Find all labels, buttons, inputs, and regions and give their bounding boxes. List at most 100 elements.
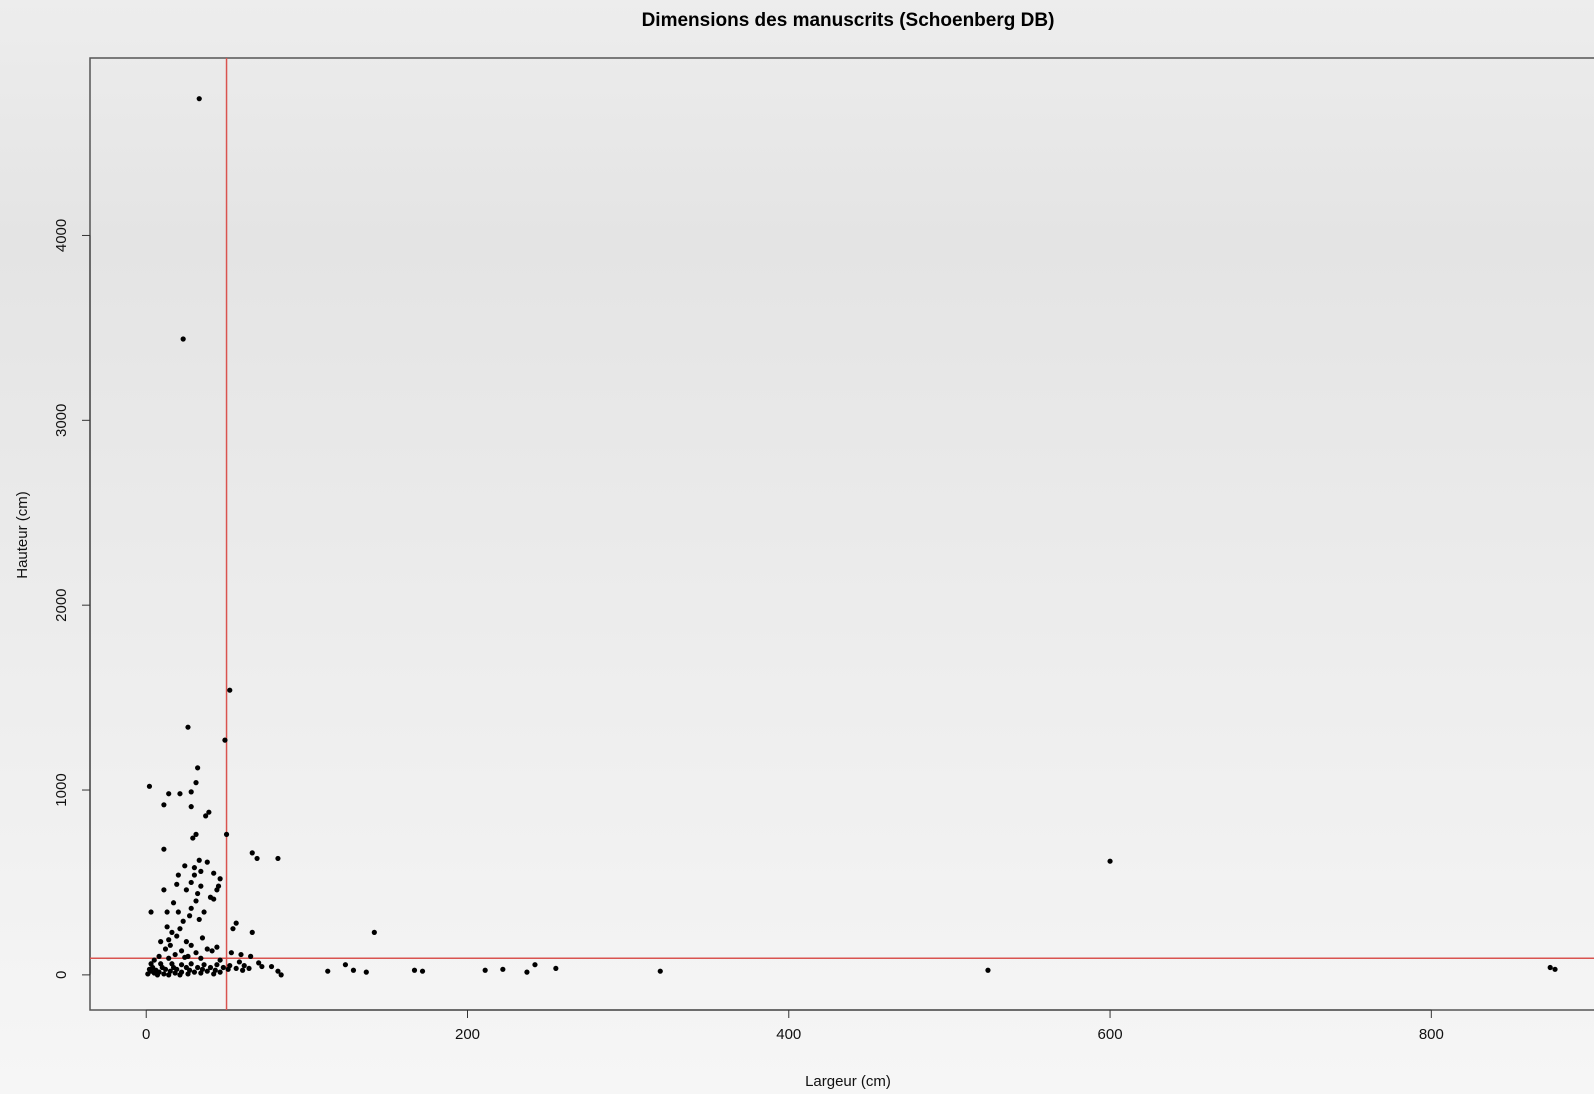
data-point <box>201 909 207 915</box>
data-point <box>201 962 207 968</box>
data-point <box>411 967 418 973</box>
data-point <box>217 876 223 882</box>
data-point <box>196 857 202 863</box>
data-point <box>657 968 663 974</box>
data-point <box>342 962 349 968</box>
data-point <box>172 951 178 958</box>
data-point <box>238 951 244 958</box>
y-axis: 0 1000 2000 3000 4000 <box>53 219 91 979</box>
data-point <box>195 765 201 771</box>
y-tick-label: 4000 <box>53 219 70 252</box>
data-point <box>191 872 198 878</box>
data-point <box>166 972 172 978</box>
x-tick-label: 200 <box>455 1026 480 1043</box>
data-point <box>161 802 167 808</box>
data-point <box>214 944 220 950</box>
data-point <box>191 865 198 871</box>
data-point <box>500 966 506 972</box>
data-point <box>170 900 177 906</box>
data-point <box>268 963 275 970</box>
data-point <box>183 887 189 893</box>
data-point <box>162 946 169 952</box>
data-point <box>196 96 202 102</box>
data-point <box>174 933 180 939</box>
data-point <box>166 937 172 943</box>
x-axis: 0 200 400 600 800 <box>142 1009 1444 1043</box>
data-point <box>193 950 199 956</box>
data-point <box>1107 858 1113 864</box>
data-point <box>1552 966 1558 972</box>
data-point <box>482 967 488 973</box>
data-point <box>162 966 169 972</box>
y-tick-label: 2000 <box>53 588 70 621</box>
data-point <box>145 971 151 977</box>
data-point <box>225 966 231 972</box>
plot-frame <box>89 57 1594 1011</box>
data-point <box>198 970 204 976</box>
data-point <box>214 962 220 968</box>
data-point <box>161 846 167 852</box>
data-point <box>177 972 183 978</box>
data-point <box>188 804 194 810</box>
data-point <box>188 942 194 948</box>
data-point <box>158 939 164 945</box>
data-point <box>325 968 331 974</box>
data-point <box>193 780 199 786</box>
data-point <box>177 791 183 797</box>
x-axis-label: Largeur (cm) <box>805 1073 891 1090</box>
data-point <box>350 967 357 973</box>
data-point <box>204 859 210 865</box>
data-point <box>199 935 206 941</box>
data-point <box>246 965 252 972</box>
data-point <box>195 890 201 897</box>
data-point <box>207 964 214 971</box>
data-point <box>233 920 239 926</box>
data-point <box>161 887 167 893</box>
data-point <box>180 336 186 342</box>
x-tick-label: 400 <box>776 1026 801 1043</box>
data-point <box>190 835 196 841</box>
data-point <box>166 955 172 961</box>
data-points <box>145 96 1558 978</box>
y-tick-label: 1000 <box>53 773 70 806</box>
x-tick-label: 600 <box>1098 1026 1123 1043</box>
data-point <box>169 929 175 935</box>
data-point <box>217 957 223 963</box>
x-tick-label: 0 <box>142 1026 150 1043</box>
data-point <box>175 872 181 878</box>
data-point <box>211 971 217 977</box>
chart-title: Dimensions des manuscrits (Schoenberg DB… <box>642 10 1055 31</box>
data-point <box>222 737 228 743</box>
data-point <box>204 946 210 952</box>
data-point <box>164 909 170 915</box>
data-point <box>228 950 234 956</box>
data-point <box>195 964 201 971</box>
y-tick-label: 3000 <box>53 404 70 437</box>
data-point <box>156 953 162 959</box>
y-tick-label: 0 <box>53 971 70 979</box>
data-point <box>188 879 194 886</box>
data-point <box>146 783 153 789</box>
data-point <box>1547 964 1553 971</box>
data-point <box>161 971 167 977</box>
data-point <box>254 855 260 862</box>
data-point <box>371 929 377 935</box>
data-point <box>256 960 262 966</box>
data-point <box>193 898 199 904</box>
data-point <box>198 883 204 889</box>
data-point <box>214 887 220 893</box>
data-point <box>186 913 193 919</box>
data-point <box>174 881 180 887</box>
data-point <box>154 972 161 978</box>
data-point <box>198 868 204 874</box>
data-point <box>532 962 538 968</box>
data-point <box>206 809 212 815</box>
data-point <box>249 929 255 935</box>
data-point <box>188 789 194 795</box>
data-point <box>259 963 265 970</box>
data-point <box>175 909 181 915</box>
data-point <box>188 961 194 967</box>
data-point <box>230 926 236 932</box>
